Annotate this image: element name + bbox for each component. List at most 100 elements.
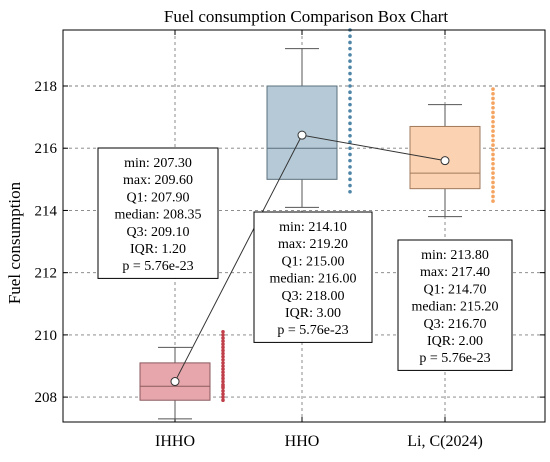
data-point bbox=[221, 348, 225, 353]
stats-line: p = 5.76e-23 bbox=[122, 259, 193, 274]
stats-line: median: 208.35 bbox=[114, 208, 201, 223]
data-point bbox=[491, 119, 495, 124]
data-point bbox=[491, 133, 495, 138]
data-point bbox=[221, 373, 225, 378]
data-point bbox=[348, 40, 352, 45]
data-point bbox=[348, 171, 352, 175]
stats-line: IQR: 1.20 bbox=[130, 242, 186, 257]
stats-line: Q1: 215.00 bbox=[282, 254, 345, 269]
data-point bbox=[491, 189, 495, 194]
data-point bbox=[491, 96, 495, 101]
data-point bbox=[491, 110, 495, 115]
chart-title: Fuel consumption Comparison Box Chart bbox=[164, 7, 449, 26]
stats-line: median: 216.00 bbox=[269, 272, 356, 287]
plot-area: 208 210 212 214 216 218 IHHO HHO Li, C(2024) min:… bbox=[35, 28, 546, 450]
data-point bbox=[348, 102, 352, 107]
stats-line: Q1: 207.90 bbox=[127, 190, 190, 205]
stats-line: IQR: 2.00 bbox=[427, 334, 483, 349]
data-point bbox=[348, 165, 352, 169]
data-point bbox=[221, 398, 225, 403]
stats-box: min: 214.10 max: 219.20 Q1: 215.00 median: … bbox=[253, 211, 373, 343]
y-tick-label: 216 bbox=[35, 141, 58, 157]
stats-box: min: 213.80 max: 217.40 Q1: 214.70 median: … bbox=[397, 239, 513, 371]
data-point bbox=[491, 185, 495, 189]
data-point bbox=[348, 158, 352, 163]
data-point bbox=[491, 138, 495, 143]
data-point bbox=[491, 91, 495, 96]
data-point bbox=[491, 105, 495, 110]
data-point bbox=[491, 194, 495, 199]
y-axis-label: Fuel consumption bbox=[5, 181, 24, 304]
y-tick-label: 210 bbox=[35, 328, 58, 344]
stats-line: Q1: 214.70 bbox=[424, 282, 487, 297]
stats-box: min: 207.30 max: 209.60 Q1: 207.90 median: … bbox=[97, 147, 219, 279]
stats-line: p = 5.76e-23 bbox=[277, 323, 348, 338]
data-point bbox=[491, 175, 495, 180]
data-point bbox=[491, 157, 495, 161]
x-tick-label: HHO bbox=[285, 433, 320, 450]
data-point bbox=[221, 333, 225, 337]
y-tick-label: 208 bbox=[35, 390, 58, 406]
stats-line: median: 215.20 bbox=[411, 300, 498, 315]
mean-marker bbox=[170, 377, 180, 387]
data-point bbox=[348, 65, 352, 70]
stats-line: max: 219.20 bbox=[278, 237, 348, 252]
data-point bbox=[221, 351, 225, 356]
stats-line: max: 217.40 bbox=[420, 265, 490, 280]
data-point bbox=[348, 183, 352, 188]
plot-frame bbox=[62, 29, 546, 423]
mean-marker bbox=[440, 156, 450, 166]
stats-line: min: 207.30 bbox=[124, 156, 192, 171]
x-tick-label: IHHO bbox=[155, 433, 195, 450]
data-point bbox=[348, 53, 352, 57]
data-point bbox=[348, 90, 352, 95]
stats-line: min: 214.10 bbox=[279, 220, 347, 235]
data-point bbox=[491, 101, 495, 105]
mean-marker bbox=[297, 130, 307, 140]
data-point bbox=[348, 84, 352, 88]
data-point bbox=[491, 152, 495, 157]
data-point bbox=[348, 121, 352, 126]
data-point bbox=[221, 342, 225, 347]
data-point bbox=[348, 77, 352, 82]
stats-line: Q3: 216.70 bbox=[424, 317, 487, 332]
data-point bbox=[491, 147, 495, 152]
stats-line: min: 213.80 bbox=[421, 248, 489, 263]
data-point bbox=[221, 364, 225, 368]
data-point bbox=[348, 140, 352, 144]
data-point bbox=[221, 395, 225, 399]
data-point bbox=[491, 161, 495, 166]
data-point bbox=[348, 152, 352, 157]
y-tick-label: 212 bbox=[35, 266, 58, 282]
data-point bbox=[221, 339, 225, 343]
data-point bbox=[221, 357, 225, 362]
data-point bbox=[221, 389, 225, 393]
y-tick-label: 214 bbox=[35, 203, 58, 219]
data-point bbox=[221, 345, 225, 350]
data-point bbox=[221, 392, 225, 396]
data-point bbox=[348, 71, 352, 76]
data-point bbox=[491, 199, 495, 203]
data-point bbox=[348, 115, 352, 119]
data-point bbox=[221, 354, 225, 359]
stats-box-frame bbox=[397, 239, 513, 371]
data-point bbox=[221, 379, 225, 384]
data-point bbox=[491, 115, 495, 119]
data-point bbox=[221, 367, 225, 371]
data-point bbox=[221, 382, 225, 387]
data-point bbox=[348, 146, 352, 151]
box-group bbox=[266, 28, 352, 208]
data-point bbox=[348, 59, 352, 63]
data-point bbox=[348, 133, 352, 138]
data-point bbox=[221, 336, 225, 340]
data-point bbox=[348, 34, 352, 39]
data-point bbox=[348, 109, 352, 113]
stats-line: Q3: 218.00 bbox=[282, 289, 345, 304]
stats-box-frame bbox=[97, 147, 219, 279]
data-point bbox=[221, 361, 225, 365]
data-point bbox=[348, 177, 352, 182]
data-point bbox=[491, 143, 495, 147]
data-point bbox=[491, 87, 495, 91]
stats-line: p = 5.76e-23 bbox=[419, 351, 490, 366]
